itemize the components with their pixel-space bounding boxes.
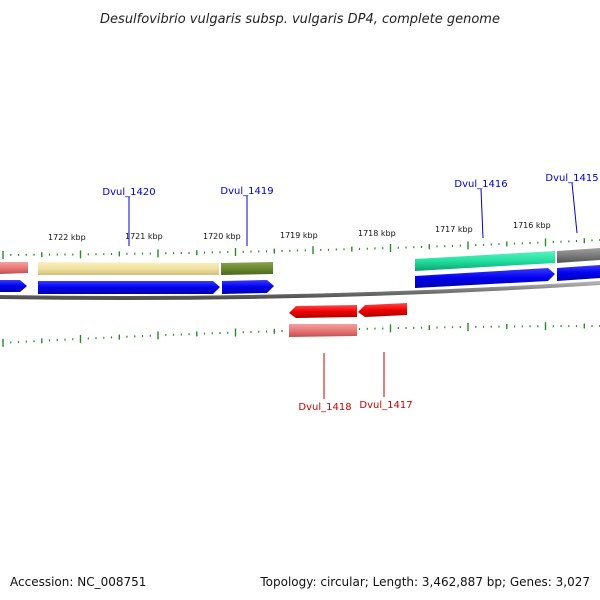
leader-line	[571, 182, 578, 234]
category-bar	[415, 251, 555, 271]
scale-label: 1716 kbp	[513, 221, 551, 230]
forward-cds-track	[0, 265, 600, 294]
gene-leader-lines	[128, 182, 578, 399]
map-title: Desulfovibrio vulgaris subsp. vulgaris D…	[100, 12, 500, 27]
cds-forward-arrow[interactable]	[415, 268, 555, 288]
cds-forward-arrow[interactable]	[0, 280, 27, 292]
category-bar	[557, 248, 600, 263]
reverse-category-track	[289, 324, 357, 337]
scale-label: 1722 kbp	[48, 233, 86, 242]
scale-labels: 1722 kbp 1721 kbp 1720 kbp 1719 kbp 1718…	[48, 221, 551, 242]
gene-label-dvul-1416[interactable]: Dvul_1416	[454, 179, 507, 190]
category-bar	[0, 262, 28, 274]
leader-line	[480, 188, 484, 239]
genome-summary-text: Topology: circular; Length: 3,462,887 bp…	[259, 575, 590, 589]
scale-label: 1721 kbp	[125, 232, 163, 241]
cds-reverse-arrow[interactable]	[289, 305, 357, 318]
cds-forward-arrow[interactable]	[38, 281, 220, 294]
gene-label-dvul-1418[interactable]: Dvul_1418	[298, 402, 351, 413]
gene-label-dvul-1420[interactable]: Dvul_1420	[102, 187, 155, 198]
scale-label: 1718 kbp	[358, 229, 396, 238]
gene-label-dvul-1419[interactable]: Dvul_1419	[220, 186, 273, 197]
gene-label-dvul-1417[interactable]: Dvul_1417	[359, 400, 412, 411]
feature-category-track	[0, 248, 600, 275]
gene-label-dvul-1415[interactable]: Dvul_1415	[545, 173, 598, 184]
genome-backbone	[0, 281, 600, 301]
cds-forward-arrow[interactable]	[557, 265, 600, 281]
scale-label: 1717 kbp	[435, 225, 473, 234]
accession-text: Accession: NC_008751	[10, 575, 146, 589]
category-bar	[38, 262, 219, 275]
reverse-cds-track	[289, 303, 407, 318]
forward-tick-track	[2, 238, 600, 259]
gene-labels: Dvul_1420 Dvul_1419 Dvul_1416 Dvul_1415 …	[102, 173, 598, 413]
category-bar	[289, 324, 357, 337]
cds-forward-arrow[interactable]	[222, 280, 274, 294]
category-bar	[221, 262, 273, 275]
cds-reverse-arrow[interactable]	[358, 303, 407, 317]
scale-label: 1719 kbp	[280, 231, 318, 240]
scale-label: 1720 kbp	[203, 232, 241, 241]
